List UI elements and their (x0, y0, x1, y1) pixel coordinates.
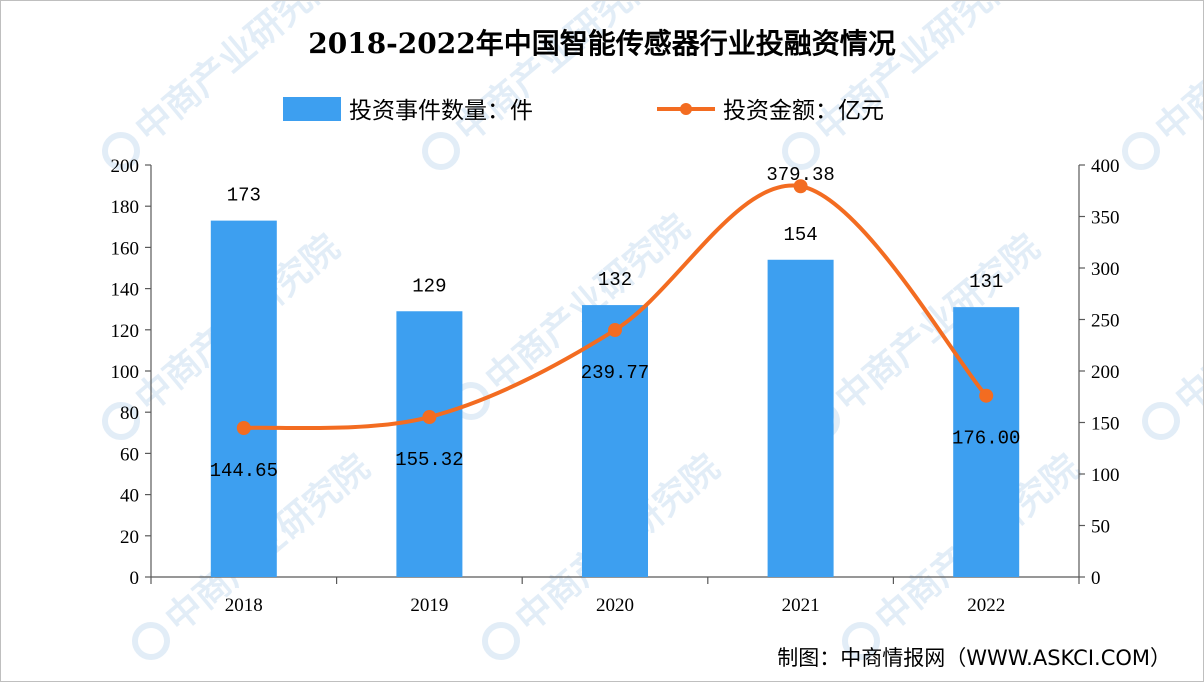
left-y-ticks: 0 20 40 60 80 100 120 140 160 180 200 (111, 156, 151, 589)
x-tick-label: 2018 (225, 595, 263, 616)
watermark-logo-icon (842, 622, 880, 660)
source-note: 制图：中商情报网（WWW.ASKCI.COM） (777, 646, 1171, 670)
watermark-logo-icon (422, 132, 460, 170)
watermark-text: 中商产业研究院 (808, 1, 1027, 150)
left-tick-label: 180 (111, 197, 140, 218)
left-tick-label: 120 (111, 321, 140, 342)
bar (396, 311, 463, 577)
watermark-logo-icon (102, 402, 140, 440)
watermark-logo-icon (482, 622, 520, 660)
bar-label: 173 (227, 185, 261, 207)
line-point (979, 388, 994, 403)
bar-label: 132 (598, 269, 632, 291)
left-tick-label: 200 (111, 156, 140, 177)
legend: 投资事件数量：件 投资金额：亿元 (283, 97, 884, 124)
line-point (422, 410, 437, 425)
line-point (236, 421, 251, 436)
watermark-text: 中商产业研究院 (1148, 1, 1203, 150)
bar-label: 154 (783, 224, 817, 246)
left-tick-label: 40 (120, 486, 139, 507)
right-tick-label: 0 (1091, 568, 1101, 589)
line-series (236, 179, 994, 436)
right-tick-label: 250 (1091, 311, 1120, 332)
right-tick-label: 150 (1091, 414, 1120, 435)
watermark: 中商产业研究院 (452, 207, 697, 420)
bar (767, 259, 834, 577)
watermark-logo-icon (782, 132, 820, 170)
x-tick-label: 2022 (967, 595, 1005, 616)
right-tick-label: 50 (1091, 517, 1110, 538)
bar-label: 131 (969, 271, 1003, 293)
left-tick-label: 160 (111, 238, 140, 259)
x-tick-label: 2021 (782, 595, 820, 616)
bar-label: 129 (412, 275, 446, 297)
watermark-text: 中商产业研究院 (1168, 227, 1203, 420)
legend-line-label: 投资金额：亿元 (723, 98, 884, 124)
left-tick-label: 60 (120, 444, 139, 465)
right-tick-label: 200 (1091, 362, 1120, 383)
chart-title: 2018-2022年中国智能传感器行业投融资情况 (308, 27, 895, 60)
legend-line-marker (680, 103, 692, 115)
watermark: 中商产业研究院 (1142, 227, 1203, 440)
bar (582, 305, 648, 577)
left-tick-label: 20 (120, 527, 139, 548)
watermark-logo-icon (102, 132, 140, 170)
line-label: 155.32 (395, 449, 463, 471)
right-tick-label: 100 (1091, 465, 1120, 486)
line-point (793, 179, 808, 194)
bar (210, 220, 277, 577)
bar-series (210, 220, 1020, 577)
x-tick-label: 2019 (410, 595, 448, 616)
left-tick-label: 0 (130, 568, 140, 589)
line-data-labels: 144.65 155.32 239.77 379.38 176.00 (210, 164, 1021, 482)
line-point (608, 323, 622, 338)
legend-bar-swatch (283, 97, 341, 121)
right-y-ticks: 0 50 100 150 200 250 300 350 400 (1079, 156, 1120, 589)
watermark-logo-icon (1122, 132, 1160, 170)
bar (953, 307, 1020, 577)
watermark-text: 中商产业研究院 (448, 1, 667, 150)
bar-data-labels: 173 129 132 154 131 (227, 185, 1004, 298)
right-tick-label: 400 (1091, 156, 1120, 177)
right-tick-label: 350 (1091, 208, 1120, 229)
x-ticks: 2018 2019 2020 2021 2022 (150, 577, 1080, 616)
left-tick-label: 100 (111, 362, 140, 383)
amount-line (241, 183, 989, 431)
right-tick-label: 300 (1091, 259, 1120, 280)
watermark-text: 中商产业研究院 (128, 1, 347, 150)
x-tick-label: 2020 (596, 595, 634, 616)
line-label: 239.77 (581, 362, 649, 384)
left-tick-label: 80 (120, 403, 139, 424)
line-label: 144.65 (210, 460, 278, 482)
watermark: 中商产业研究院 (1122, 1, 1203, 170)
watermark-logo-icon (132, 622, 170, 660)
line-label: 176.00 (952, 428, 1020, 450)
legend-bar-label: 投资事件数量：件 (349, 98, 533, 124)
left-tick-label: 140 (111, 280, 140, 301)
line-label: 379.38 (766, 164, 834, 186)
watermark-logo-icon (1142, 402, 1180, 440)
